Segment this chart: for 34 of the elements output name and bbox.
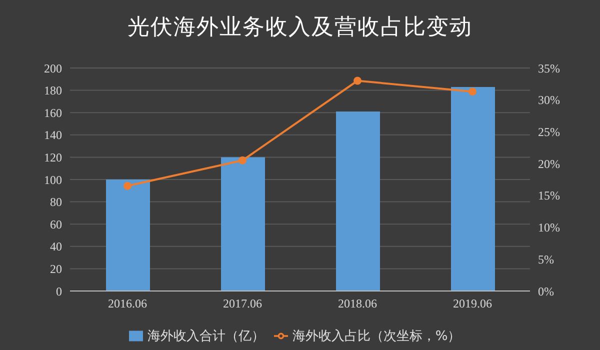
y-tick-label: 160 — [44, 106, 62, 120]
y-tick-label: 200 — [44, 61, 62, 76]
y2-tick-label: 0% — [538, 284, 554, 298]
y-tick-label: 60 — [50, 217, 62, 232]
x-tick-label: 2016.06 — [108, 296, 147, 311]
y-tick-label: 120 — [44, 150, 62, 164]
x-tick-label: 2017.06 — [223, 296, 262, 311]
y2-tick-label: 35% — [538, 61, 560, 76]
y2-tick-label: 15% — [538, 188, 560, 203]
point — [354, 76, 362, 85]
y2-tick-label: 5% — [538, 252, 554, 266]
chart-title: 光伏海外业务收入及营收占比变动 — [126, 14, 474, 42]
x-tick-label: 2018.06 — [338, 296, 377, 311]
point — [238, 156, 246, 164]
y2-tick-label: 20% — [538, 156, 560, 171]
bar — [106, 180, 150, 291]
y-tick-label: 140 — [44, 128, 62, 142]
y2-tick-label: 10% — [538, 220, 560, 235]
legend-label: 海外收入占比（次坐标，%） — [292, 329, 461, 344]
y-tick-label: 80 — [50, 195, 62, 210]
point — [468, 88, 476, 96]
x-tick-label: 2019.06 — [453, 296, 492, 311]
y-tick-label: 40 — [50, 240, 62, 254]
bar — [336, 111, 380, 291]
y2-tick-label: 25% — [538, 124, 560, 139]
y2-tick-label: 30% — [538, 93, 560, 108]
bar — [451, 86, 495, 291]
legend-label: 海外收入合计（亿） — [147, 329, 264, 344]
y-tick-label: 100 — [44, 172, 62, 187]
y-tick-label: 0 — [56, 284, 62, 298]
y-tick-label: 180 — [44, 84, 62, 98]
bar — [221, 157, 265, 291]
point — [124, 182, 132, 190]
y-tick-label: 20 — [50, 262, 62, 276]
